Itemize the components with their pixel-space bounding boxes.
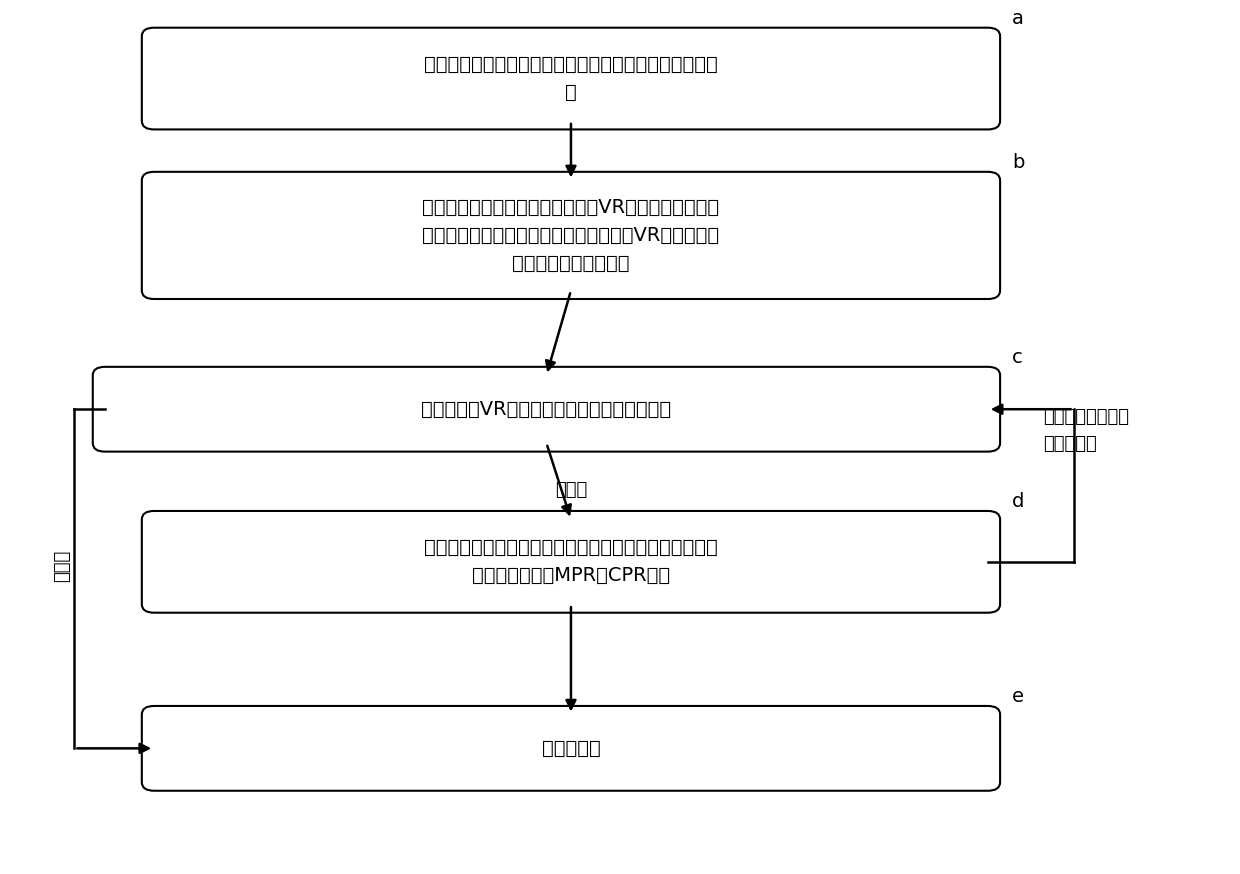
FancyBboxPatch shape bbox=[141, 28, 1001, 129]
FancyBboxPatch shape bbox=[141, 172, 1001, 299]
Text: 在完整浏览横断图像后，转至肋骨VR图像，去掉床板及
肩胛骨，对上述发现的骨折及可疑骨折在VR图像上定位
及观察骨折空间形态等: 在完整浏览横断图像后，转至肋骨VR图像，去掉床板及 肩胛骨，对上述发现的骨折及可… bbox=[423, 198, 719, 273]
Text: 出诊断报告: 出诊断报告 bbox=[542, 739, 600, 758]
Text: 有异常: 有异常 bbox=[554, 481, 587, 499]
Text: a: a bbox=[1012, 9, 1024, 28]
FancyBboxPatch shape bbox=[141, 511, 1001, 613]
Text: e: e bbox=[1012, 687, 1024, 706]
Text: 逐层并完整浏览横断图像，发现骨折及可疑骨折并进行记
录: 逐层并完整浏览横断图像，发现骨折及可疑骨折并进行记 录 bbox=[424, 55, 718, 102]
Text: 如此反复，直至没
有可疑点后: 如此反复，直至没 有可疑点后 bbox=[1043, 408, 1128, 453]
FancyBboxPatch shape bbox=[141, 706, 1001, 791]
Text: 无异常: 无异常 bbox=[53, 550, 71, 582]
Text: b: b bbox=[1012, 153, 1024, 172]
FancyBboxPatch shape bbox=[93, 367, 1001, 452]
Text: d: d bbox=[1012, 492, 1024, 511]
Text: 则将十字标定点拖动至可疑处并返回横断图像观察是否骨
折，必要时辅以MPR或CPR图像: 则将十字标定点拖动至可疑处并返回横断图像观察是否骨 折，必要时辅以MPR或CPR… bbox=[424, 538, 718, 586]
Text: 进一步旋转VR图像，以查找有无遗漏及可疑处: 进一步旋转VR图像，以查找有无遗漏及可疑处 bbox=[422, 399, 672, 419]
Text: c: c bbox=[1012, 348, 1023, 367]
